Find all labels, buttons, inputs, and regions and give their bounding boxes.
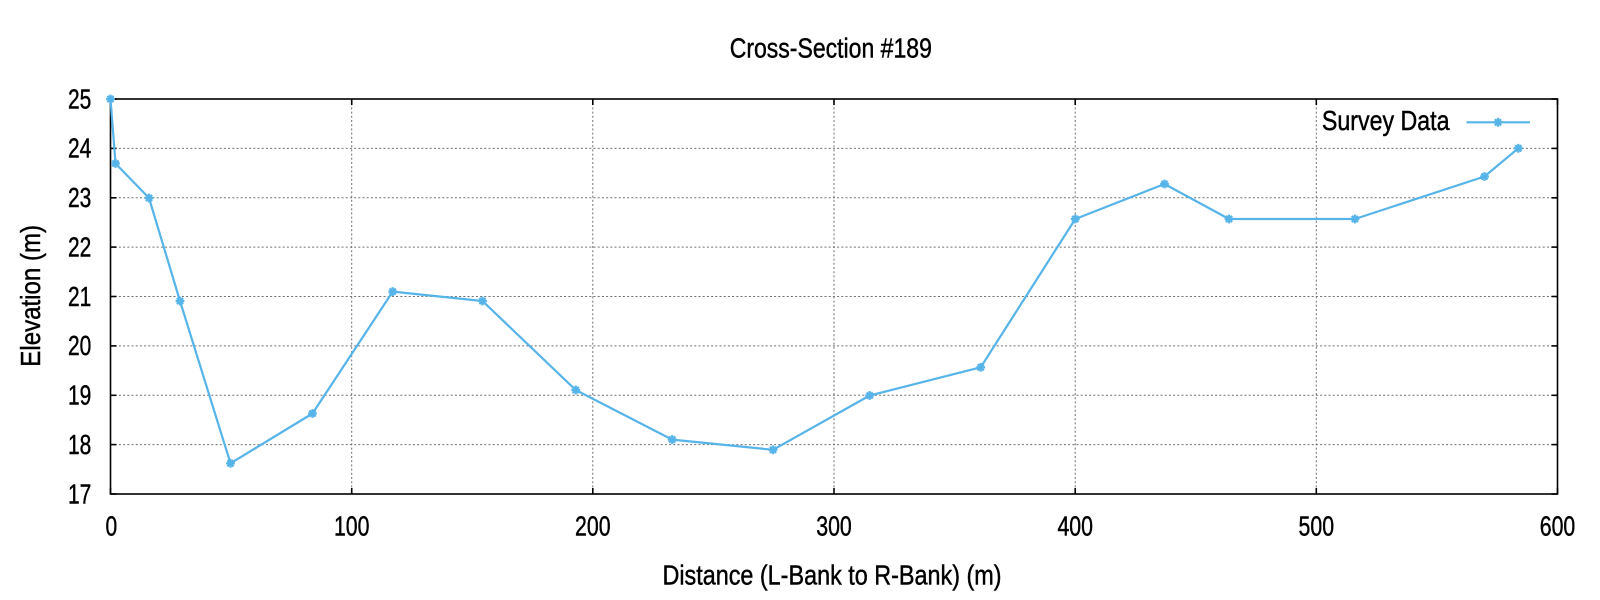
- svg-text:200: 200: [575, 511, 611, 542]
- svg-text:Distance (L-Bank to R-Bank) (m: Distance (L-Bank to R-Bank) (m): [662, 560, 1001, 591]
- svg-text:17: 17: [68, 478, 91, 509]
- svg-text:300: 300: [816, 511, 852, 542]
- svg-text:20: 20: [68, 330, 91, 361]
- svg-text:100: 100: [334, 511, 370, 542]
- svg-text:500: 500: [1299, 511, 1335, 542]
- svg-text:Survey Data: Survey Data: [1322, 105, 1450, 136]
- svg-text:24: 24: [68, 133, 91, 164]
- svg-text:22: 22: [68, 231, 91, 262]
- svg-text:0: 0: [105, 511, 117, 542]
- svg-text:23: 23: [68, 182, 91, 213]
- svg-text:Elevation (m): Elevation (m): [15, 225, 46, 367]
- svg-text:18: 18: [68, 429, 91, 460]
- svg-text:Cross-Section #189: Cross-Section #189: [730, 33, 932, 64]
- svg-text:19: 19: [68, 380, 91, 411]
- svg-text:600: 600: [1540, 511, 1576, 542]
- svg-text:25: 25: [68, 83, 91, 114]
- svg-text:21: 21: [68, 281, 91, 312]
- svg-text:400: 400: [1057, 511, 1093, 542]
